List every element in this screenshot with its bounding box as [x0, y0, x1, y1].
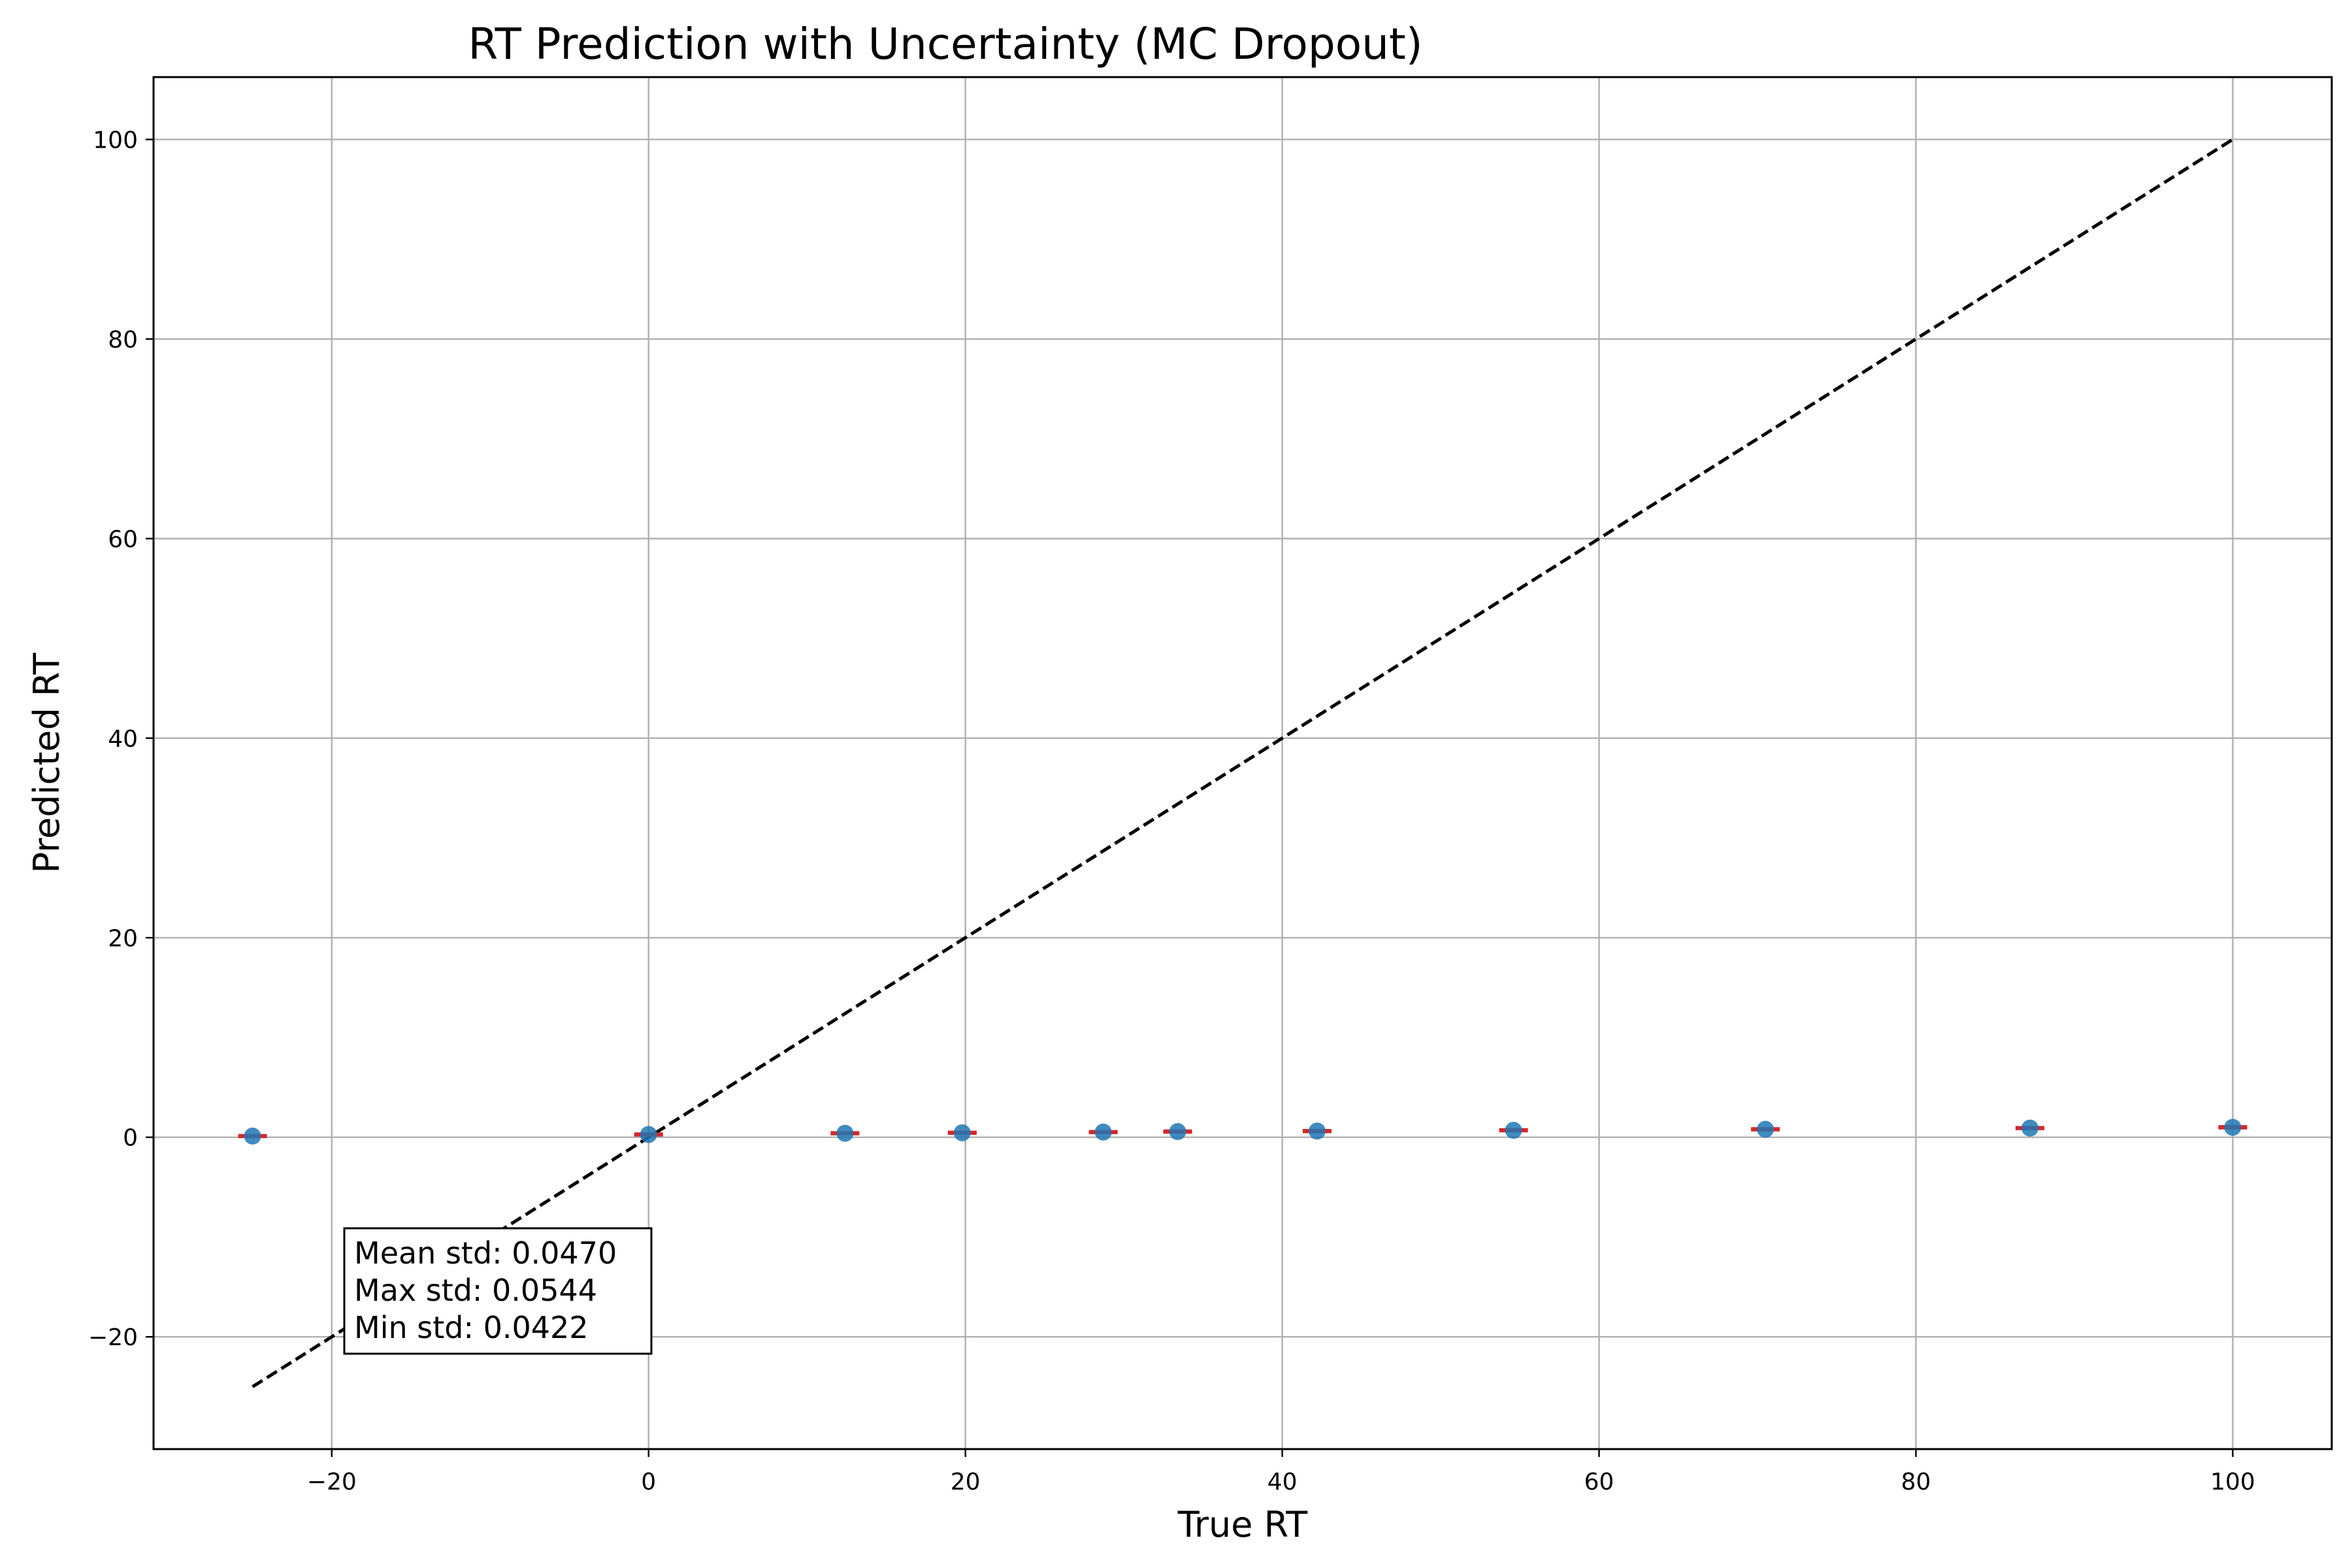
- data-point: [953, 1124, 971, 1141]
- y-tick-label: 0: [123, 1125, 138, 1152]
- y-tick-label: 100: [93, 127, 138, 154]
- stats-mean-std: Mean std: 0.0470: [354, 1235, 617, 1271]
- data-point: [1094, 1123, 1112, 1141]
- x-tick-label: −20: [307, 1469, 357, 1495]
- x-tick-label: 40: [1267, 1469, 1298, 1495]
- data-point: [640, 1126, 657, 1143]
- data-point: [1169, 1123, 1186, 1141]
- data-point-layer: [244, 1119, 2242, 1145]
- y-tick-label: 40: [108, 726, 138, 753]
- stats-annotation: Mean std: 0.0470 Max std: 0.0544 Min std…: [343, 1227, 653, 1355]
- y-tick-label: −20: [88, 1324, 138, 1351]
- y-tick-label: 80: [108, 327, 138, 353]
- x-tick-label: 20: [951, 1469, 981, 1495]
- data-point: [1757, 1120, 1774, 1138]
- x-tick-label: 0: [641, 1469, 656, 1495]
- plot-frame: [152, 76, 2333, 1450]
- data-point: [2021, 1119, 2039, 1137]
- x-tick-label: 60: [1584, 1469, 1614, 1495]
- y-tick-label: 60: [108, 526, 138, 553]
- stats-min-std: Min std: 0.0422: [354, 1310, 589, 1345]
- y-axis-label: Predicted RT: [26, 652, 67, 873]
- x-axis-ticks: −20 0 20 40 60 80 100: [307, 1449, 2255, 1495]
- x-axis-label: True RT: [1177, 1504, 1308, 1545]
- data-point: [836, 1124, 854, 1142]
- data-point: [244, 1127, 261, 1145]
- y-axis-ticks: −20 0 20 40 60 80 100: [88, 127, 154, 1351]
- data-point: [2224, 1119, 2242, 1136]
- y-tick-label: 20: [108, 925, 138, 952]
- chart-title: RT Prediction with Uncertainty (MC Dropo…: [468, 19, 1422, 69]
- data-point: [1505, 1122, 1522, 1139]
- stats-max-std: Max std: 0.0544: [354, 1273, 597, 1308]
- data-point: [1308, 1122, 1326, 1140]
- x-tick-label: 100: [2210, 1469, 2255, 1495]
- x-tick-label: 80: [1901, 1469, 1931, 1495]
- stats-annotation-box: [343, 1227, 653, 1355]
